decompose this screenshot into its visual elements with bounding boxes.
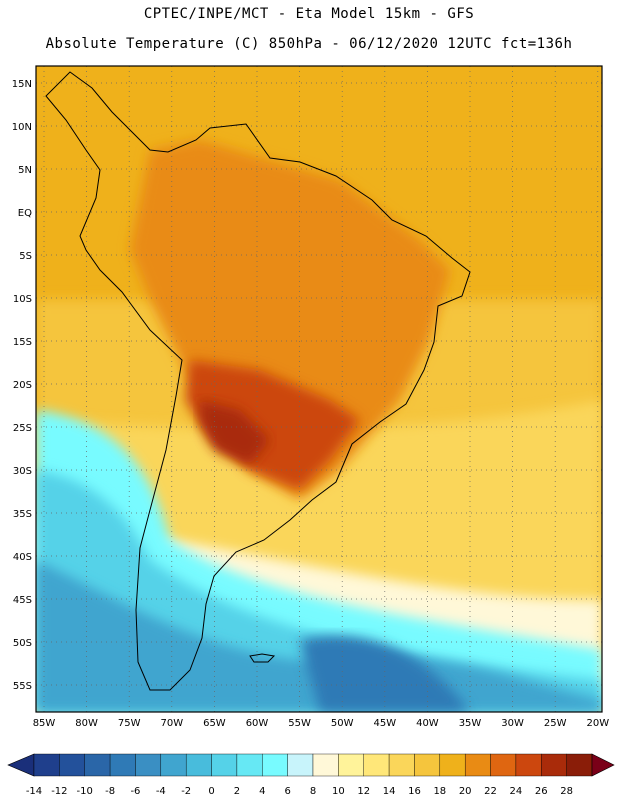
colorbar-swatch <box>464 753 491 777</box>
longitude-labels: 85W 80W 75W 70W 65W 60W 55W 50W 45W 40W 35W 30W 25W 2… <box>33 718 610 729</box>
colorbar-swatch <box>236 753 263 777</box>
colorbar-swatch <box>33 753 60 777</box>
latitude-label: 40S <box>13 552 32 563</box>
temperature-field <box>36 66 602 712</box>
latitude-label: 5S <box>19 251 32 262</box>
coastline-outline <box>45 71 471 691</box>
colorbar-swatch <box>388 753 415 777</box>
colorbar-swatch <box>59 753 85 777</box>
colorbar-low-arrow <box>7 753 35 777</box>
latitude-label: 30S <box>13 466 32 477</box>
longitude-label: 55W <box>288 718 311 729</box>
latitude-label: 15S <box>13 337 32 348</box>
colorbar-swatch <box>185 753 212 777</box>
colorbar-swatch <box>262 753 288 777</box>
field-cold-band-4 <box>300 635 470 712</box>
latitude-label: 55S <box>13 681 32 692</box>
colorbar-swatch <box>541 753 567 777</box>
latitude-label: 15N <box>12 79 32 90</box>
colorbar-swatch <box>515 753 542 777</box>
longitude-label: 30W <box>501 718 524 729</box>
plot-frame <box>35 65 603 713</box>
latitude-label: 20S <box>13 380 32 391</box>
longitude-label: 80W <box>75 718 98 729</box>
colorbar-swatch <box>160 753 187 777</box>
longitude-label: 40W <box>416 718 439 729</box>
colorbar-label: 6 <box>284 786 290 797</box>
latitude-label: 45S <box>13 595 32 606</box>
longitude-label: 45W <box>373 718 396 729</box>
colorbar-label: 10 <box>332 786 345 797</box>
colorbar-swatch <box>135 753 162 777</box>
colorbar-label: 4 <box>259 786 265 797</box>
colorbar-label: -2 <box>181 786 191 797</box>
colorbar-label: 26 <box>535 786 548 797</box>
latitude-label: 10N <box>12 122 32 133</box>
colorbar: -14 -12 -10 -8 -6 -4 -2 0 2 4 6 8 10 12 14 16 18 20 22 24 26… <box>7 753 615 797</box>
colorbar-label: 12 <box>357 786 370 797</box>
longitude-label: 85W <box>33 718 56 729</box>
latitude-label: 25S <box>13 423 32 434</box>
longitude-label: 60W <box>246 718 269 729</box>
latitude-label: 10S <box>13 294 32 305</box>
longitude-label: 65W <box>203 718 226 729</box>
colorbar-label: 16 <box>408 786 421 797</box>
field-hot-core <box>185 360 360 490</box>
colorbar-label: -8 <box>105 786 115 797</box>
colorbar-swatch <box>312 753 339 777</box>
latitude-labels: 15N 10N 5N EQ 5S 10S 15S 20S 25S 30S 35S 40S 45S 50S 5… <box>12 79 32 692</box>
field-cold-band-3 <box>36 560 602 712</box>
falkland-islands-outline <box>249 653 276 663</box>
colorbar-swatch <box>287 753 314 777</box>
colorbar-label: 20 <box>459 786 472 797</box>
colorbar-swatch <box>490 753 517 777</box>
longitude-label: 25W <box>544 718 567 729</box>
colorbar-label: -6 <box>130 786 140 797</box>
colorbar-label: 0 <box>208 786 214 797</box>
longitude-label: 70W <box>160 718 183 729</box>
colorbar-swatch <box>211 753 238 777</box>
colorbar-label: 22 <box>484 786 497 797</box>
colorbar-swatch <box>439 753 466 777</box>
latitude-label: 35S <box>13 509 32 520</box>
longitude-label: 35W <box>459 718 482 729</box>
colorbar-swatch <box>338 753 364 777</box>
colorbar-swatch <box>363 753 390 777</box>
colorbar-swatch <box>566 753 593 777</box>
latitude-label: EQ <box>18 208 32 219</box>
latitude-label: 50S <box>13 638 32 649</box>
colorbar-label: 24 <box>510 786 523 797</box>
map-title-line-2: Absolute Temperature (C) 850hPa - 06/12/… <box>45 36 573 52</box>
colorbar-label: -10 <box>77 786 93 797</box>
colorbar-label: 14 <box>383 786 396 797</box>
colorbar-swatch <box>84 753 111 777</box>
colorbar-label: -14 <box>26 786 42 797</box>
colorbar-label: 18 <box>433 786 446 797</box>
colorbar-swatch <box>414 753 441 777</box>
latitude-label: 5N <box>18 165 32 176</box>
longitude-label: 20W <box>586 718 609 729</box>
colorbar-label: -12 <box>51 786 67 797</box>
colorbar-high-arrow <box>591 753 615 777</box>
longitude-label: 50W <box>331 718 354 729</box>
colorbar-label: 28 <box>560 786 573 797</box>
map-title-line-1: CPTEC/INPE/MCT - Eta Model 15km - GFS <box>143 6 475 22</box>
field-hottest-spot <box>200 400 270 465</box>
colorbar-label: 2 <box>234 786 240 797</box>
longitude-label: 75W <box>118 718 141 729</box>
colorbar-label: -4 <box>156 786 166 797</box>
colorbar-label: 8 <box>310 786 316 797</box>
colorbar-swatch <box>109 753 136 777</box>
